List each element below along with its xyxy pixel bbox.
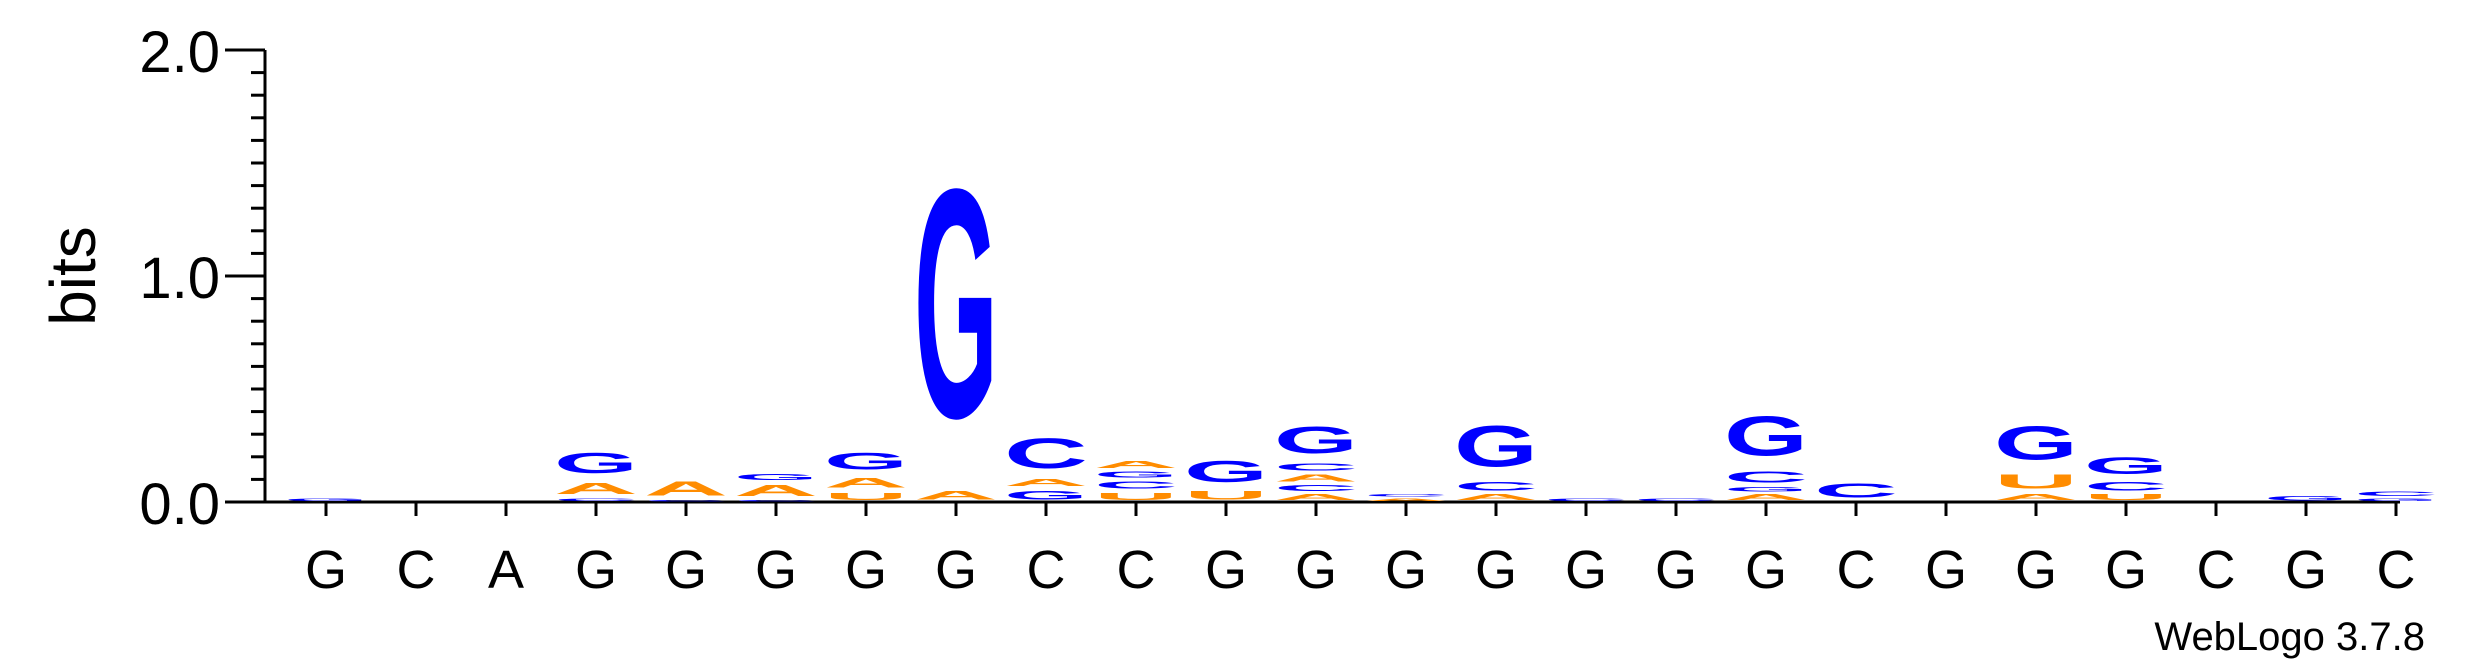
logo-letter-G: G xyxy=(1724,405,1808,468)
logo-letter-G: G xyxy=(1994,416,2078,470)
x-tick-label: G xyxy=(1655,540,1697,600)
logo-letter-A: A xyxy=(1274,493,1358,502)
logo-letter-G: G xyxy=(1004,488,1088,502)
logo-letter-C: C xyxy=(2084,479,2168,493)
logo-letter-U: U xyxy=(2084,493,2168,502)
logo-letter-G: G xyxy=(1454,414,1538,479)
logo-letter-A: A xyxy=(1994,493,2078,502)
logo-letter-U: U xyxy=(1184,488,1268,502)
y-tick-label: 2.0 xyxy=(139,20,220,85)
logo-letter-G: G xyxy=(2264,495,2348,502)
x-tick-label: G xyxy=(1925,540,1967,600)
x-tick-label: G xyxy=(935,540,977,600)
logo-letter-G: G xyxy=(1724,486,1808,493)
x-tick-label: G xyxy=(2105,540,2147,600)
logo-letter-U: U xyxy=(1094,491,1178,502)
x-tick-label: G xyxy=(2015,540,2057,600)
x-tick-label: C xyxy=(1117,540,1156,600)
logo-letter-G: G xyxy=(1184,454,1268,488)
x-tick-label: G xyxy=(575,540,617,600)
logo-letter-A: A xyxy=(914,488,998,502)
logo-letter-C: C xyxy=(554,498,638,502)
logo-letter-C: C xyxy=(1094,479,1178,490)
logo-letter-C: C xyxy=(2354,491,2438,498)
logo-letter-C: C xyxy=(1724,468,1808,486)
logo-letter-G: G xyxy=(914,121,998,486)
x-tick-label: G xyxy=(665,540,707,600)
x-tick-label: C xyxy=(397,540,436,600)
x-tick-label: C xyxy=(1837,540,1876,600)
x-tick-label: C xyxy=(2197,540,2236,600)
logo-letter-U: U xyxy=(1994,470,2078,493)
x-tick-label: G xyxy=(1475,540,1517,600)
x-tick-label: G xyxy=(2285,540,2327,600)
logo-letter-A: A xyxy=(1094,459,1178,470)
logo-letter-G: G xyxy=(734,473,818,482)
y-axis-label: bits xyxy=(37,226,109,326)
x-tick-label: G xyxy=(845,540,887,600)
logo-letter-A: A xyxy=(554,479,638,497)
logo-letter-G: G xyxy=(284,498,368,502)
x-tick-label: C xyxy=(2377,540,2416,600)
logo-letter-A: A xyxy=(824,475,908,491)
logo-letter-G: G xyxy=(2354,498,2438,502)
logo-letter-G: G xyxy=(554,448,638,480)
logo-letter-C: C xyxy=(1364,493,1448,497)
logo-letter-C: C xyxy=(1004,430,1088,477)
y-axis-ticks: 0.0 1.0 2.0 xyxy=(139,20,265,537)
logo-letter-A: A xyxy=(1004,477,1088,488)
logo-letter-U: U xyxy=(824,491,908,502)
x-tick-label: G xyxy=(1565,540,1607,600)
x-tick-label: G xyxy=(305,540,347,600)
logo-letter-A: A xyxy=(734,482,818,500)
logo-letter-C: C xyxy=(1274,484,1358,493)
logo-letter-A: A xyxy=(1724,493,1808,502)
x-tick-label: G xyxy=(1205,540,1247,600)
logo-letter-C: C xyxy=(1814,479,1898,502)
x-tick-label: C xyxy=(1027,540,1066,600)
x-tick-label: G xyxy=(1385,540,1427,600)
logo-letter-C: C xyxy=(644,500,728,502)
logo-letter-A: A xyxy=(644,477,728,500)
logo-letter-G: G xyxy=(824,448,908,475)
logo-letter-G: G xyxy=(1274,419,1358,462)
x-tick-label: A xyxy=(488,540,524,600)
logo-letter-A: A xyxy=(1364,498,1448,502)
logo-letter-A: A xyxy=(1274,473,1358,484)
logo-letter-C: C xyxy=(1544,498,1628,502)
logo-letter-C: C xyxy=(1274,461,1358,472)
logo-letter-G: G xyxy=(1094,470,1178,479)
weblogo-credit: WebLogo 3.7.8 xyxy=(2154,615,2425,659)
y-tick-label: 1.0 xyxy=(139,246,220,311)
logo-letter-C: C xyxy=(734,500,818,502)
logo-letter-C: C xyxy=(1454,479,1538,493)
logo-letter-A: A xyxy=(1454,493,1538,502)
logo-letter-C: C xyxy=(1634,498,1718,502)
x-tick-label: G xyxy=(755,540,797,600)
x-tick-label: G xyxy=(1745,540,1787,600)
logo-letter-G: G xyxy=(2084,452,2168,479)
x-tick-label: G xyxy=(1295,540,1337,600)
y-tick-label: 0.0 xyxy=(139,472,220,537)
